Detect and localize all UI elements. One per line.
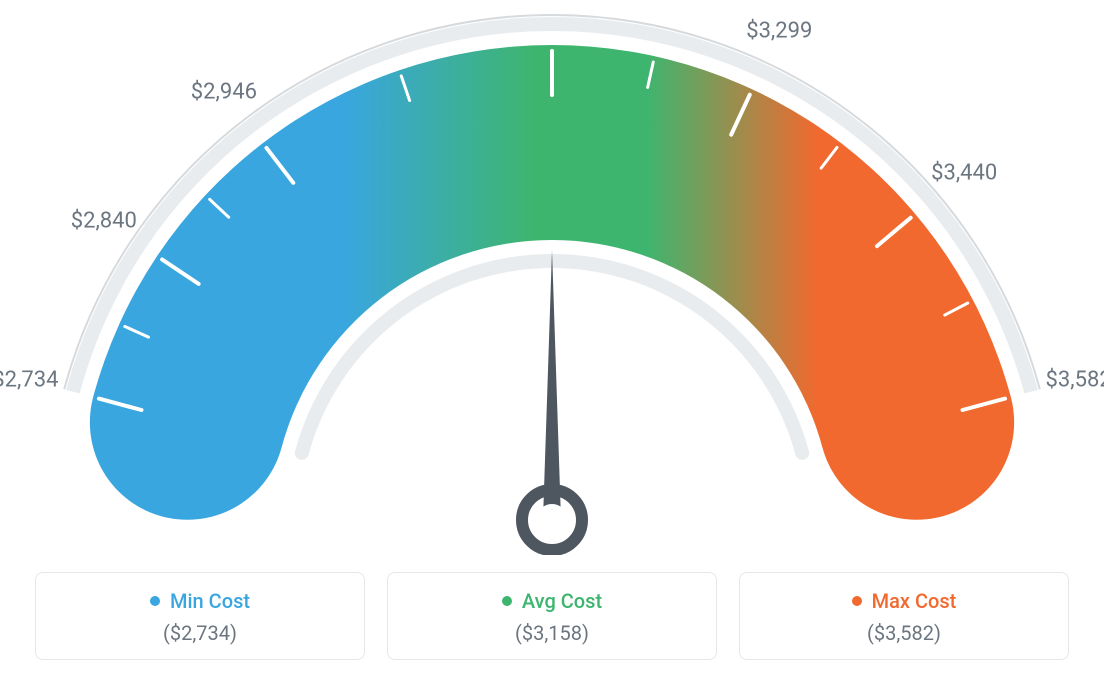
legend-max-value: ($3,582) (750, 621, 1058, 645)
gauge-tick-label: $2,840 (71, 208, 137, 233)
legend-card-min: Min Cost ($2,734) (35, 572, 365, 660)
legend-dot-min (150, 596, 160, 606)
legend-max-label: Max Cost (872, 589, 957, 613)
gauge-tick-label: $3,440 (931, 160, 997, 185)
gauge-svg (0, 0, 1104, 555)
chart-root: Min Cost ($2,734) Avg Cost ($3,158) Max … (0, 0, 1104, 690)
gauge-chart (0, 0, 1104, 555)
legend-avg-value: ($3,158) (398, 621, 706, 645)
legend-dot-max (852, 596, 862, 606)
gauge-tick-label: $2,734 (0, 368, 58, 393)
gauge-tick-label: $2,946 (191, 80, 257, 105)
legend-max-header: Max Cost (750, 589, 1058, 613)
legend-card-avg: Avg Cost ($3,158) (387, 572, 717, 660)
legend-avg-header: Avg Cost (398, 589, 706, 613)
legend-avg-label: Avg Cost (522, 589, 602, 613)
legend-dot-avg (502, 596, 512, 606)
legend-min-header: Min Cost (46, 589, 354, 613)
legend-row: Min Cost ($2,734) Avg Cost ($3,158) Max … (0, 572, 1104, 660)
legend-min-label: Min Cost (170, 589, 250, 613)
gauge-tick-label: $3,582 (1046, 368, 1104, 393)
legend-min-value: ($2,734) (46, 621, 354, 645)
gauge-tick-label: $3,299 (746, 19, 812, 44)
legend-card-max: Max Cost ($3,582) (739, 572, 1069, 660)
